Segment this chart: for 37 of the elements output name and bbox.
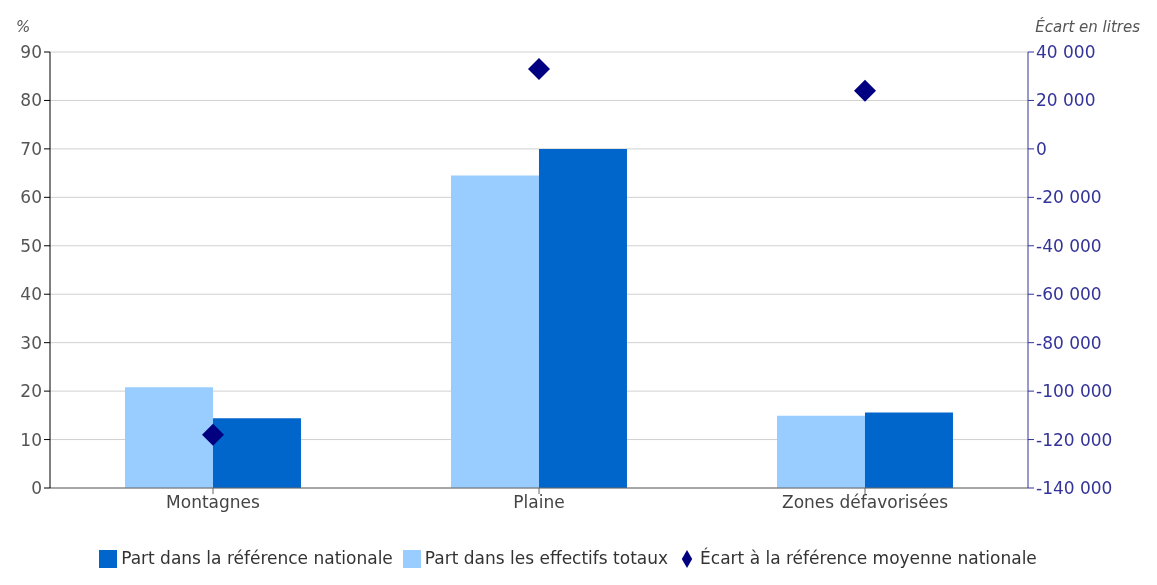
- x-tick-label: Plaine: [513, 492, 565, 513]
- y-tick-label: 20: [20, 381, 42, 402]
- bar: [212, 418, 301, 488]
- y-tick-label: 80: [20, 90, 42, 111]
- y-axis-title: %: [16, 18, 31, 36]
- point: [202, 423, 224, 446]
- y2-tick-label: 20 000: [1036, 90, 1096, 111]
- point: [854, 79, 876, 102]
- y2-tick-label: -100 000: [1036, 381, 1113, 402]
- x-tick-label: Montagnes: [166, 492, 261, 513]
- y-tick-label: 40: [20, 284, 42, 305]
- y2-tick-label: -60 000: [1036, 284, 1102, 305]
- y2-tick-label: -80 000: [1036, 332, 1102, 353]
- x-tick-label: Zones défavorisées: [782, 492, 949, 513]
- y-tick-label: 0: [31, 478, 42, 499]
- y2-tick-label: 40 000: [1036, 42, 1096, 63]
- y-tick-label: 10: [20, 429, 42, 450]
- bar: [450, 175, 539, 488]
- y2-tick-label: 0: [1036, 138, 1047, 159]
- y-tick-label: 50: [20, 235, 42, 256]
- y2-axis-title: Écart en litres: [1035, 18, 1140, 36]
- y2-tick-label: -40 000: [1036, 235, 1102, 256]
- y2-tick-label: -20 000: [1036, 187, 1102, 208]
- y-tick-label: 90: [20, 42, 42, 63]
- legend-label: Part dans les effectifs totaux: [424, 548, 669, 568]
- y-tick-label: 70: [20, 138, 42, 159]
- point: [528, 57, 550, 80]
- y2-tick-label: -120 000: [1036, 429, 1113, 450]
- y-tick-label: 60: [20, 187, 42, 208]
- bar: [538, 148, 627, 488]
- legend-label: Écart à la référence moyenne nationale: [700, 548, 1037, 568]
- bar: [776, 415, 865, 488]
- bar: [864, 412, 953, 488]
- bar: [124, 387, 213, 488]
- y-tick-label: 30: [20, 332, 42, 353]
- y2-tick-label: -140 000: [1036, 478, 1113, 499]
- legend-label: Part dans la référence nationale: [121, 548, 393, 568]
